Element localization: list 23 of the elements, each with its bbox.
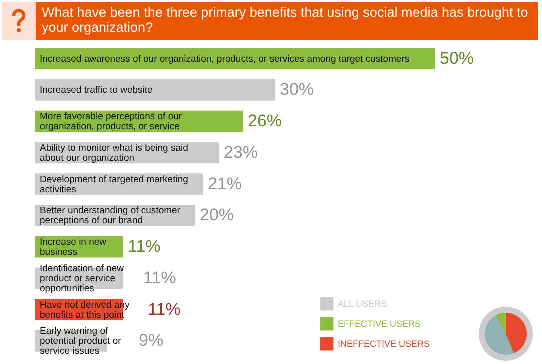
data-label: 11%	[144, 268, 176, 288]
y-tick-label: Better understanding of customer perceptions of our brand	[40, 206, 180, 227]
data-label: 20%	[200, 206, 234, 225]
chart-title: What have been the three primary benefits that using social media has brought to your organization?	[36, 2, 538, 40]
y-tick-label: More favorable perceptions of our organization, products, or service	[40, 112, 182, 133]
y-tick-label: Ability to monitor what is being said about our organization	[40, 142, 188, 164]
bar	[35, 80, 275, 101]
data-label: 11%	[128, 237, 161, 256]
y-tick-label: Identification of new product or service opportunities	[40, 263, 124, 294]
legend-label: EFFECTIVE USERS	[338, 319, 422, 329]
y-tick-label: Increase in new business	[40, 237, 107, 258]
y-tick-label: Development of targeted marketing activities	[40, 174, 188, 196]
data-label: 50%	[440, 48, 474, 68]
y-tick-label: Increased awareness of our organization, products, or services among target customers	[40, 54, 410, 65]
data-label: 9%	[139, 331, 164, 350]
legend-label: INEFFECTIVE USERS	[338, 339, 430, 349]
data-label: 30%	[280, 80, 314, 100]
data-label: 26%	[248, 112, 282, 131]
y-tick-label: Increased traffic to website	[40, 85, 153, 96]
data-label: 11%	[148, 300, 181, 319]
data-label: 23%	[224, 142, 258, 162]
data-label: 21%	[208, 174, 242, 194]
y-tick-label: Early warning of potential product or service issues	[40, 326, 122, 358]
